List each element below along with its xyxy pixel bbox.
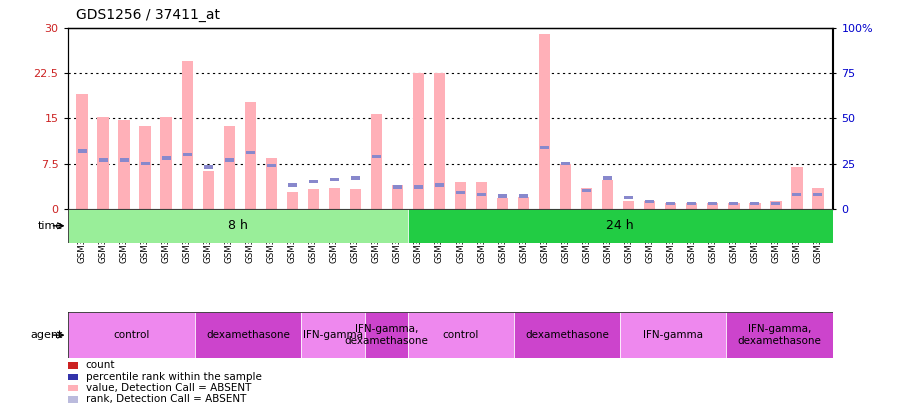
Text: control: control	[443, 330, 479, 340]
Text: IFN-gamma: IFN-gamma	[303, 330, 363, 340]
Bar	[560, 164, 572, 209]
Bar	[393, 185, 401, 189]
Bar	[454, 181, 466, 209]
Bar	[68, 312, 195, 358]
Bar	[603, 176, 612, 179]
Bar	[183, 153, 192, 156]
Bar	[645, 200, 654, 203]
Bar	[162, 156, 171, 160]
Bar	[97, 117, 109, 209]
Bar	[726, 312, 832, 358]
Bar	[245, 102, 256, 209]
Bar	[140, 126, 151, 209]
Bar	[686, 202, 698, 209]
Bar	[620, 312, 726, 358]
Text: percentile rank within the sample: percentile rank within the sample	[86, 372, 261, 382]
Bar	[644, 201, 655, 209]
Bar	[365, 312, 408, 358]
Bar	[771, 202, 780, 205]
Bar	[308, 190, 320, 209]
Text: 8 h: 8 h	[228, 219, 248, 232]
Bar	[267, 164, 275, 167]
Bar	[408, 312, 514, 358]
Text: IFN-gamma: IFN-gamma	[644, 330, 703, 340]
Bar	[288, 183, 297, 187]
Bar	[514, 312, 620, 358]
Text: value, Detection Call = ABSENT: value, Detection Call = ABSENT	[86, 383, 251, 393]
Bar	[309, 180, 318, 183]
Bar	[476, 181, 487, 209]
Bar	[728, 202, 740, 209]
Bar	[330, 178, 338, 181]
Bar	[202, 171, 214, 209]
Bar	[160, 117, 172, 209]
Bar	[120, 158, 129, 162]
Text: agent: agent	[31, 330, 63, 340]
Bar	[749, 202, 760, 209]
Bar	[539, 34, 551, 209]
Bar	[456, 191, 464, 194]
Text: dexamethasone: dexamethasone	[525, 330, 608, 340]
Bar	[436, 183, 444, 187]
Bar	[518, 196, 529, 209]
Bar	[408, 209, 832, 243]
Text: GDS1256 / 37411_at: GDS1256 / 37411_at	[76, 8, 220, 22]
Bar	[371, 114, 382, 209]
Bar	[540, 146, 549, 149]
Bar	[665, 202, 677, 209]
Bar	[266, 158, 277, 209]
Bar	[414, 185, 423, 189]
Bar	[812, 188, 824, 209]
Bar	[602, 180, 614, 209]
Bar	[328, 188, 340, 209]
Text: IFN-gamma,
dexamethasone: IFN-gamma, dexamethasone	[345, 324, 428, 346]
Bar	[477, 192, 486, 196]
Bar	[434, 73, 446, 209]
Bar	[141, 162, 149, 165]
Bar	[392, 185, 403, 209]
Bar	[497, 198, 508, 209]
Bar	[351, 176, 360, 179]
Bar	[349, 190, 361, 209]
Bar	[519, 194, 528, 198]
Bar	[76, 94, 88, 209]
Bar	[666, 202, 675, 205]
Bar	[623, 201, 634, 209]
Bar	[223, 126, 235, 209]
Bar	[413, 73, 424, 209]
Bar	[302, 312, 365, 358]
Bar	[729, 202, 738, 205]
Bar	[372, 155, 381, 158]
Bar	[751, 202, 759, 205]
Bar	[225, 158, 234, 162]
Text: 24 h: 24 h	[607, 219, 634, 232]
Bar	[204, 166, 212, 169]
Bar	[770, 201, 781, 209]
Bar	[792, 192, 801, 196]
Text: control: control	[113, 330, 149, 340]
Bar	[99, 158, 108, 162]
Bar	[195, 312, 302, 358]
Bar	[582, 189, 591, 192]
Bar	[814, 192, 822, 196]
Bar	[708, 202, 717, 205]
Bar	[119, 119, 130, 209]
Bar	[286, 192, 298, 209]
Bar	[688, 202, 696, 205]
Bar	[78, 149, 86, 153]
Bar	[68, 209, 408, 243]
Text: count: count	[86, 360, 115, 371]
Text: IFN-gamma,
dexamethasone: IFN-gamma, dexamethasone	[737, 324, 822, 346]
Bar	[791, 166, 803, 209]
Text: time: time	[38, 221, 63, 231]
Bar	[562, 162, 570, 165]
Bar	[580, 188, 592, 209]
Bar	[625, 196, 633, 199]
Bar	[246, 151, 255, 154]
Bar	[706, 202, 718, 209]
Bar	[182, 62, 194, 209]
Text: rank, Detection Call = ABSENT: rank, Detection Call = ABSENT	[86, 394, 246, 405]
Text: dexamethasone: dexamethasone	[206, 330, 290, 340]
Bar	[499, 194, 507, 198]
